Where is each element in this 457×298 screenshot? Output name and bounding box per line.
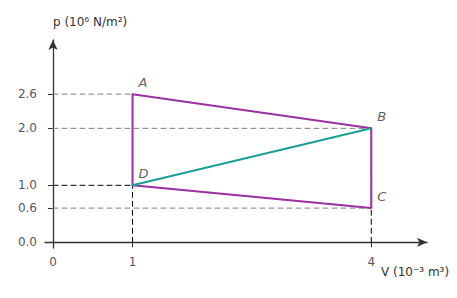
svg-text:0.0: 0.0 xyxy=(18,235,37,249)
svg-text:p (10⁶ N/m²): p (10⁶ N/m²) xyxy=(53,15,127,29)
svg-text:2.6: 2.6 xyxy=(18,87,37,101)
svg-text:D: D xyxy=(139,166,149,181)
svg-text:1.0: 1.0 xyxy=(18,178,37,192)
svg-text:1: 1 xyxy=(129,255,137,269)
svg-text:2.0: 2.0 xyxy=(18,121,37,135)
svg-text:4: 4 xyxy=(367,255,375,269)
svg-text:V (10⁻³ m³): V (10⁻³ m³) xyxy=(381,265,449,279)
svg-text:C: C xyxy=(377,189,387,204)
svg-text:0: 0 xyxy=(49,255,57,269)
svg-text:B: B xyxy=(377,109,386,124)
svg-text:0.6: 0.6 xyxy=(18,201,37,215)
svg-text:A: A xyxy=(138,75,148,90)
